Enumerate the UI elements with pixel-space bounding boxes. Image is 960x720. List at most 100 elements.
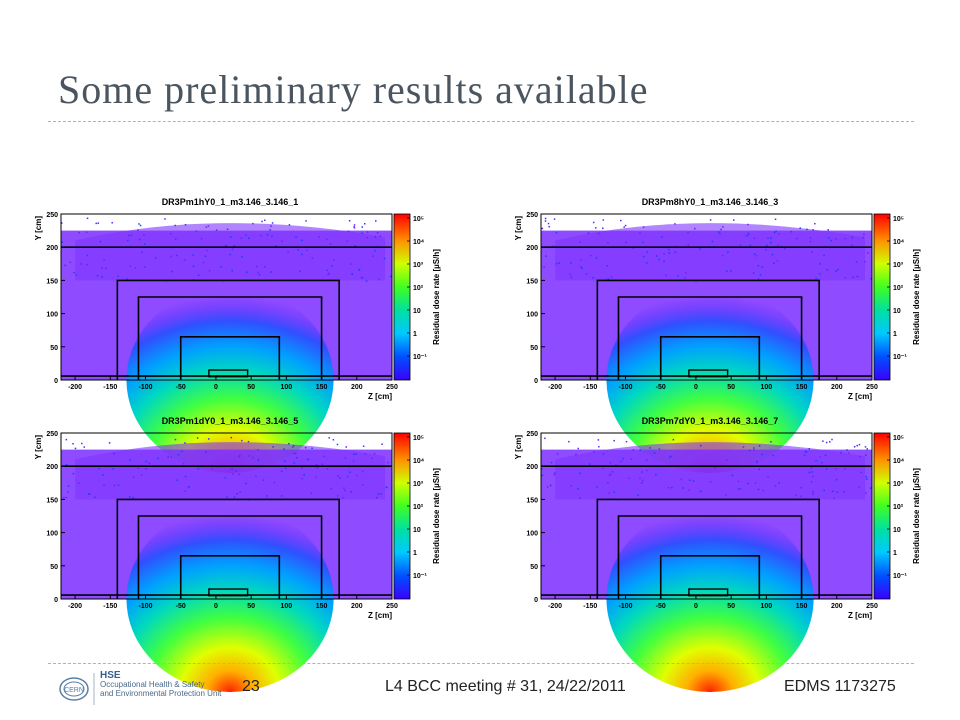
dose-speck [336, 495, 339, 497]
dose-speck [245, 234, 247, 236]
dose-speck [851, 244, 854, 246]
dose-speck [306, 249, 308, 252]
dose-speck [174, 224, 176, 227]
colorbar-tick-label: 10⁴ [893, 239, 905, 246]
dose-speck [328, 437, 330, 439]
dose-speck [727, 251, 729, 253]
dose-speck [641, 471, 643, 473]
dose-speck [809, 237, 812, 239]
plot-panel-2: DR3Pm8hY0_1_m3.146_3.146_3 -200 -150 -100 -5… [514, 197, 921, 473]
dose-speck [174, 238, 177, 240]
dose-speck [653, 452, 656, 454]
colorbar [393, 432, 411, 600]
y-tick-label: 100 [526, 312, 538, 319]
dose-speck [130, 234, 133, 236]
colorbar-tick-label: 10⁵ [413, 216, 424, 223]
dose-speck [188, 486, 191, 488]
plot-title: DR3Pm1hY0_1_m3.146_3.146_1 [162, 197, 299, 207]
dose-speck [184, 223, 187, 226]
dose-speck [803, 454, 806, 457]
dose-speck [132, 476, 135, 479]
dose-speck [569, 273, 572, 276]
dose-speck [296, 456, 298, 459]
dose-speck [699, 248, 701, 250]
colorbar-tick-label: 10⁴ [893, 458, 905, 465]
dose-speck [610, 276, 613, 278]
dose-speck [273, 481, 276, 484]
dose-speck [613, 439, 615, 442]
hse-acronym: HSE [100, 670, 121, 681]
dose-speck [865, 478, 868, 480]
dose-speck [770, 441, 772, 443]
dose-speck [815, 459, 817, 462]
dose-speck [795, 237, 798, 240]
dose-speck [649, 447, 651, 449]
dose-speck [827, 229, 829, 231]
dose-speck [346, 240, 349, 242]
dose-speck [546, 486, 549, 488]
dose-speck [144, 243, 146, 245]
dose-speck [231, 248, 234, 251]
colorbar-tick-label: 10⁵ [413, 435, 424, 442]
dose-speck [836, 491, 839, 493]
dose-speck [553, 473, 556, 476]
dose-speck [301, 239, 303, 242]
dose-speck [748, 449, 751, 452]
dose-speck [184, 475, 187, 478]
dose-speck [202, 261, 205, 264]
dose-speck [773, 262, 775, 265]
dose-speck [264, 219, 266, 222]
dose-speck [69, 261, 72, 264]
dose-speck [655, 473, 657, 476]
dose-speck [371, 457, 373, 460]
dose-speck [864, 260, 866, 263]
dose-speck [753, 449, 755, 451]
dose-speck [170, 456, 172, 458]
dose-speck [301, 477, 303, 480]
x-tick-label: 150 [316, 603, 328, 610]
dose-speck [837, 268, 839, 271]
dose-speck [831, 438, 833, 441]
dose-speck [215, 229, 218, 231]
dose-speck [246, 271, 248, 273]
dose-speck [756, 461, 758, 464]
dose-speck [864, 446, 867, 448]
dose-speck [628, 477, 630, 480]
dose-speck [761, 453, 764, 456]
y-tick-label: 0 [534, 378, 538, 385]
dose-speck [609, 473, 612, 476]
dose-speck [680, 478, 683, 481]
y-tick-label: 250 [526, 212, 538, 219]
dose-speck [176, 254, 178, 257]
dose-speck [700, 444, 702, 447]
dose-speck [663, 253, 665, 255]
dose-speck [326, 269, 329, 272]
dose-speck [570, 262, 572, 264]
x-tick-label: -100 [619, 603, 633, 610]
dose-speck [835, 270, 837, 272]
dose-speck [285, 467, 287, 470]
dose-speck [381, 443, 383, 445]
dose-speck [685, 272, 687, 274]
dose-speck [814, 222, 816, 225]
dose-speck [846, 449, 848, 451]
dose-speck [293, 462, 296, 464]
dose-speck [65, 438, 68, 441]
x-axis-label: Z [cm] [368, 611, 392, 620]
colorbar-label: Residual dose rate [µS/h] [912, 249, 921, 345]
x-tick-label: -100 [619, 384, 633, 391]
dose-speck [758, 468, 760, 471]
y-tick-label: 150 [46, 497, 58, 504]
colorbar-tick-label: 10² [413, 504, 424, 511]
dose-speck [598, 232, 600, 235]
dose-speck [745, 234, 748, 237]
dose-speck [128, 234, 130, 237]
dose-speck [684, 277, 686, 279]
dose-speck [862, 236, 864, 239]
logo-seal-text: CERN [64, 687, 84, 694]
dose-speck [236, 493, 238, 495]
dose-speck [195, 230, 198, 232]
x-tick-label: -50 [176, 384, 186, 391]
x-tick-label: -200 [68, 384, 82, 391]
